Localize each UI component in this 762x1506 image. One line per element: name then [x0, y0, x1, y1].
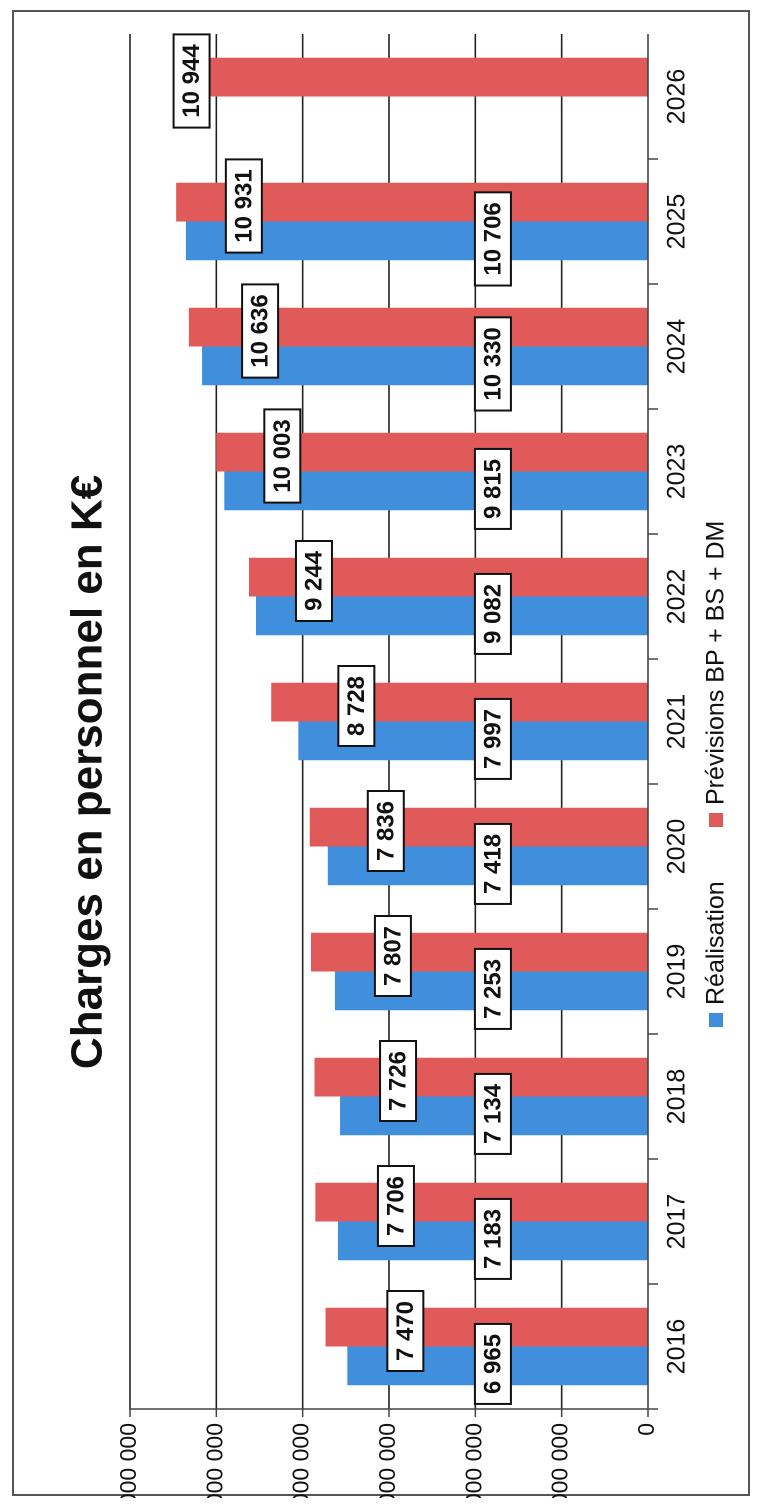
data-label-text: 10 330 [479, 327, 506, 400]
data-label-box [473, 316, 512, 412]
data-label-box [386, 1290, 425, 1372]
category-label: 2026 [663, 69, 691, 125]
value-tick-label: 0 [633, 1423, 659, 1436]
data-label-box [337, 665, 376, 747]
value-tick-label: 4 000 000 [460, 1423, 486, 1498]
category-labels: 2016 2017 2018 2019 2020 2021 2022 2023 2024 2025… [663, 69, 691, 1375]
data-label-box [224, 158, 263, 254]
data-label-realisation: 6 965 [473, 1322, 512, 1405]
data-label-text: 7 183 [479, 1209, 506, 1269]
data-label-realisation: 10 706 [473, 191, 512, 287]
chart-title: Charges en personnel en K€ [63, 475, 112, 1069]
data-label-box [263, 408, 302, 504]
data-label-text: 10 636 [247, 294, 274, 367]
data-label-text: 6 965 [479, 1334, 506, 1394]
legend-label: Prévisions BP + BS + DM [702, 521, 730, 805]
data-label-box [473, 822, 512, 905]
data-label-realisation: 7 253 [473, 947, 512, 1030]
data-label-previsions: 9 244 [294, 540, 333, 622]
value-tick-label: 10 000 000 [201, 1423, 227, 1498]
data-label-box [473, 1072, 512, 1155]
data-label-box [473, 191, 512, 287]
data-label-previsions: 7 706 [376, 1165, 415, 1247]
data-label-box [376, 1165, 415, 1247]
data-label-previsions: 10 636 [241, 283, 280, 379]
legend-swatch [709, 813, 723, 827]
chart-frame: 0 2 000 000 4 000 000 6 000 000 8 000 000 10 … [12, 10, 750, 1506]
bar-previsions [175, 57, 649, 97]
data-label-text: 9 244 [300, 550, 327, 611]
axes [129, 34, 658, 1417]
value-tick-label: 8 000 000 [288, 1423, 314, 1498]
bar-realisation [185, 221, 648, 261]
data-label-realisation: 7 418 [473, 822, 512, 905]
data-label-text: 7 997 [479, 709, 506, 769]
data-label-text: 10 944 [178, 44, 205, 118]
data-label-box [473, 447, 512, 530]
data-label-box [366, 790, 405, 872]
data-label-previsions: 7 726 [379, 1040, 418, 1122]
category-label: 2018 [663, 1069, 691, 1125]
bar-previsions [271, 682, 648, 722]
legend-label: Réalisation [702, 881, 730, 1005]
data-label-box [172, 33, 211, 129]
data-label-previsions: 7 470 [386, 1290, 425, 1372]
data-label-previsions: 10 931 [224, 158, 263, 254]
data-label-text: 7 470 [392, 1301, 419, 1361]
value-tick-label: 12 000 000 [115, 1423, 141, 1498]
legend: Réalisation Prévisions BP + BS + DM [702, 521, 730, 1027]
legend-swatch [709, 1013, 723, 1027]
category-label: 2023 [663, 444, 691, 500]
data-label-previsions: 7 807 [373, 915, 412, 997]
data-labels: 6 965 7 470 7 183 7 706 7 134 7 726 7 253 7 807… [172, 33, 512, 1405]
tick-labels: 0 2 000 000 4 000 000 6 000 000 8 000 000 10 … [115, 1423, 659, 1506]
data-label-realisation: 9 815 [473, 447, 512, 530]
data-label-text: 10 003 [269, 419, 296, 492]
data-label-box [379, 1040, 418, 1122]
data-label-realisation: 9 082 [473, 572, 512, 655]
legend-item-previsions: Prévisions BP + BS + DM [702, 521, 730, 827]
data-label-box [294, 540, 333, 622]
data-label-text: 10 706 [479, 202, 506, 275]
data-label-previsions: 7 836 [366, 790, 405, 872]
data-label-box [473, 1322, 512, 1405]
data-label-text: 7 807 [379, 926, 406, 986]
data-label-realisation: 7 997 [473, 697, 512, 780]
category-label: 2019 [663, 944, 691, 1000]
data-label-box [373, 915, 412, 997]
data-label-text: 8 728 [343, 676, 370, 736]
category-label: 2024 [663, 319, 691, 375]
data-label-text: 7 134 [479, 1083, 506, 1144]
data-label-box [473, 947, 512, 1030]
value-tick-label: 6 000 000 [374, 1423, 400, 1498]
legend-item-realisation: Réalisation [702, 881, 730, 1027]
data-label-box [473, 572, 512, 655]
value-tick-label: 2 000 000 [547, 1423, 573, 1498]
data-label-text: 7 706 [382, 1176, 409, 1236]
data-label-box [473, 1197, 512, 1280]
bar-chart: 0 2 000 000 4 000 000 6 000 000 8 000 000 10 … [63, 33, 730, 1506]
data-label-text: 9 082 [479, 584, 506, 644]
data-label-text: 7 418 [479, 834, 506, 894]
category-label: 2022 [663, 569, 691, 625]
data-label-text: 7 836 [372, 801, 399, 861]
data-label-previsions: 10 003 [263, 408, 302, 504]
category-label: 2025 [663, 194, 691, 250]
data-label-text: 7 726 [385, 1051, 412, 1111]
category-label: 2016 [663, 1319, 691, 1375]
category-label: 2017 [663, 1194, 691, 1250]
data-label-previsions: 10 944 [172, 33, 211, 129]
data-label-realisation: 10 330 [473, 316, 512, 412]
data-label-box [473, 697, 512, 780]
category-label: 2020 [663, 819, 691, 875]
data-label-text: 7 253 [479, 959, 506, 1019]
category-label: 2021 [663, 694, 691, 750]
data-label-text: 9 815 [479, 459, 506, 519]
data-label-text: 10 931 [230, 169, 257, 242]
data-label-box [241, 283, 280, 379]
data-label-realisation: 7 183 [473, 1197, 512, 1280]
data-label-realisation: 7 134 [473, 1072, 512, 1155]
data-label-previsions: 8 728 [337, 665, 376, 747]
